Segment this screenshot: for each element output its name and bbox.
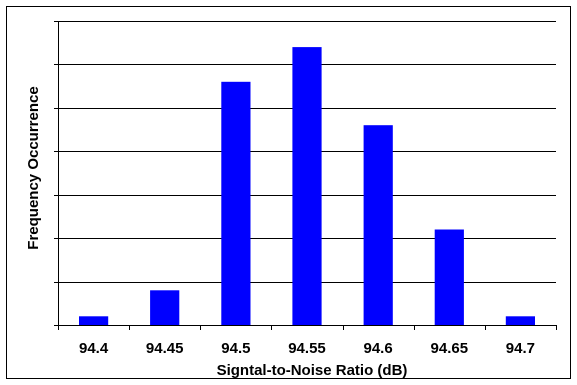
x-axis-title: Signtal-to-Noise Ratio (dB) [217,362,408,379]
x-tick-label: 94.4 [79,340,109,357]
x-tick-label: 94.5 [221,340,250,357]
x-tick-label: 94.55 [288,340,326,357]
x-tick-label: 94.7 [506,340,535,357]
bar [150,290,180,325]
bar [434,229,464,325]
bar [363,125,393,325]
bar [221,81,251,325]
axes [54,21,557,330]
bar [79,316,109,325]
bar [505,316,535,325]
bars [79,47,535,325]
x-tick-label: 94.65 [431,340,469,357]
bar [292,47,322,325]
x-tick-label: 94.6 [363,340,392,357]
x-tick-label: 94.45 [146,340,184,357]
y-axis-title: Frequency Occurrence [25,86,42,249]
tick-labels: 94.4 94.45 94.5 94.55 94.6 94.65 94.7 [79,340,535,357]
